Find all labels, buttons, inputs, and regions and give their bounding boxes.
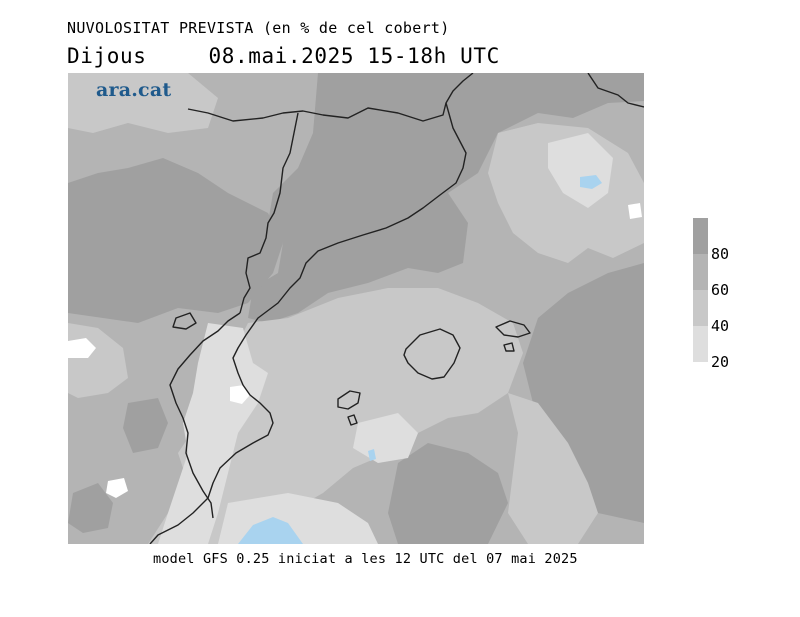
cloud-region-light-southeast (508, 393, 598, 544)
datetime-label: 08.mai.2025 15-18h UTC (208, 44, 500, 68)
legend-label-80: 80 (711, 245, 730, 263)
cabrera (503, 342, 515, 352)
france-border-east (587, 73, 644, 108)
ibiza (337, 390, 361, 410)
aracat-logo: ara.cat (96, 79, 172, 101)
legend-colorbar (693, 218, 708, 362)
inland-border-lake (172, 312, 197, 330)
cloud-region-lightest-northeast (548, 133, 613, 208)
mallorca (403, 328, 461, 380)
cloud-region-dark-west (68, 158, 283, 323)
legend-swatch-60-80 (693, 254, 708, 290)
clear-patch-southwest (106, 478, 128, 498)
catalonia-aragon-border (239, 112, 299, 314)
inland-border-south (169, 312, 241, 519)
cloud-region-lightest-sea (353, 413, 418, 463)
clear-patch-coast (230, 385, 250, 404)
clear-patch-northeast (628, 203, 642, 219)
lake-north (580, 175, 602, 189)
cloud-region-dark-southwest (68, 483, 113, 533)
cloud-region-light-northwest (68, 73, 218, 133)
legend-label-20: 20 (711, 353, 730, 371)
day-label: Dijous (67, 44, 147, 68)
legend-swatch-20-40 (693, 326, 708, 362)
legend-swatch-40-60 (693, 290, 708, 326)
cloud-region-dark-small (123, 398, 168, 453)
menorca (495, 320, 531, 338)
formentera (347, 414, 358, 426)
coastline-borders (149, 73, 644, 544)
legend-label-60: 60 (711, 281, 730, 299)
clear-patch-west-1 (68, 338, 96, 358)
legend-swatch-80-100 (693, 218, 708, 254)
france-spain-border (187, 73, 474, 122)
cloud-cover-map (68, 73, 644, 544)
cloud-region-dark-pyrenees (248, 73, 644, 323)
map-svg (68, 73, 644, 544)
mainland-coastline (149, 102, 467, 544)
forecast-time: Dijous 08.mai.2025 15-18h UTC (67, 44, 500, 68)
chart-title: NUVOLOSITAT PREVISTA (en % de cel cobert… (67, 19, 450, 37)
cloud-region-dark-south (388, 443, 508, 544)
sea-patch-mid (368, 449, 376, 461)
sea-patch-south (238, 517, 303, 544)
model-caption: model GFS 0.25 iniciat a les 12 UTC del … (153, 551, 578, 567)
legend-label-40: 40 (711, 317, 730, 335)
